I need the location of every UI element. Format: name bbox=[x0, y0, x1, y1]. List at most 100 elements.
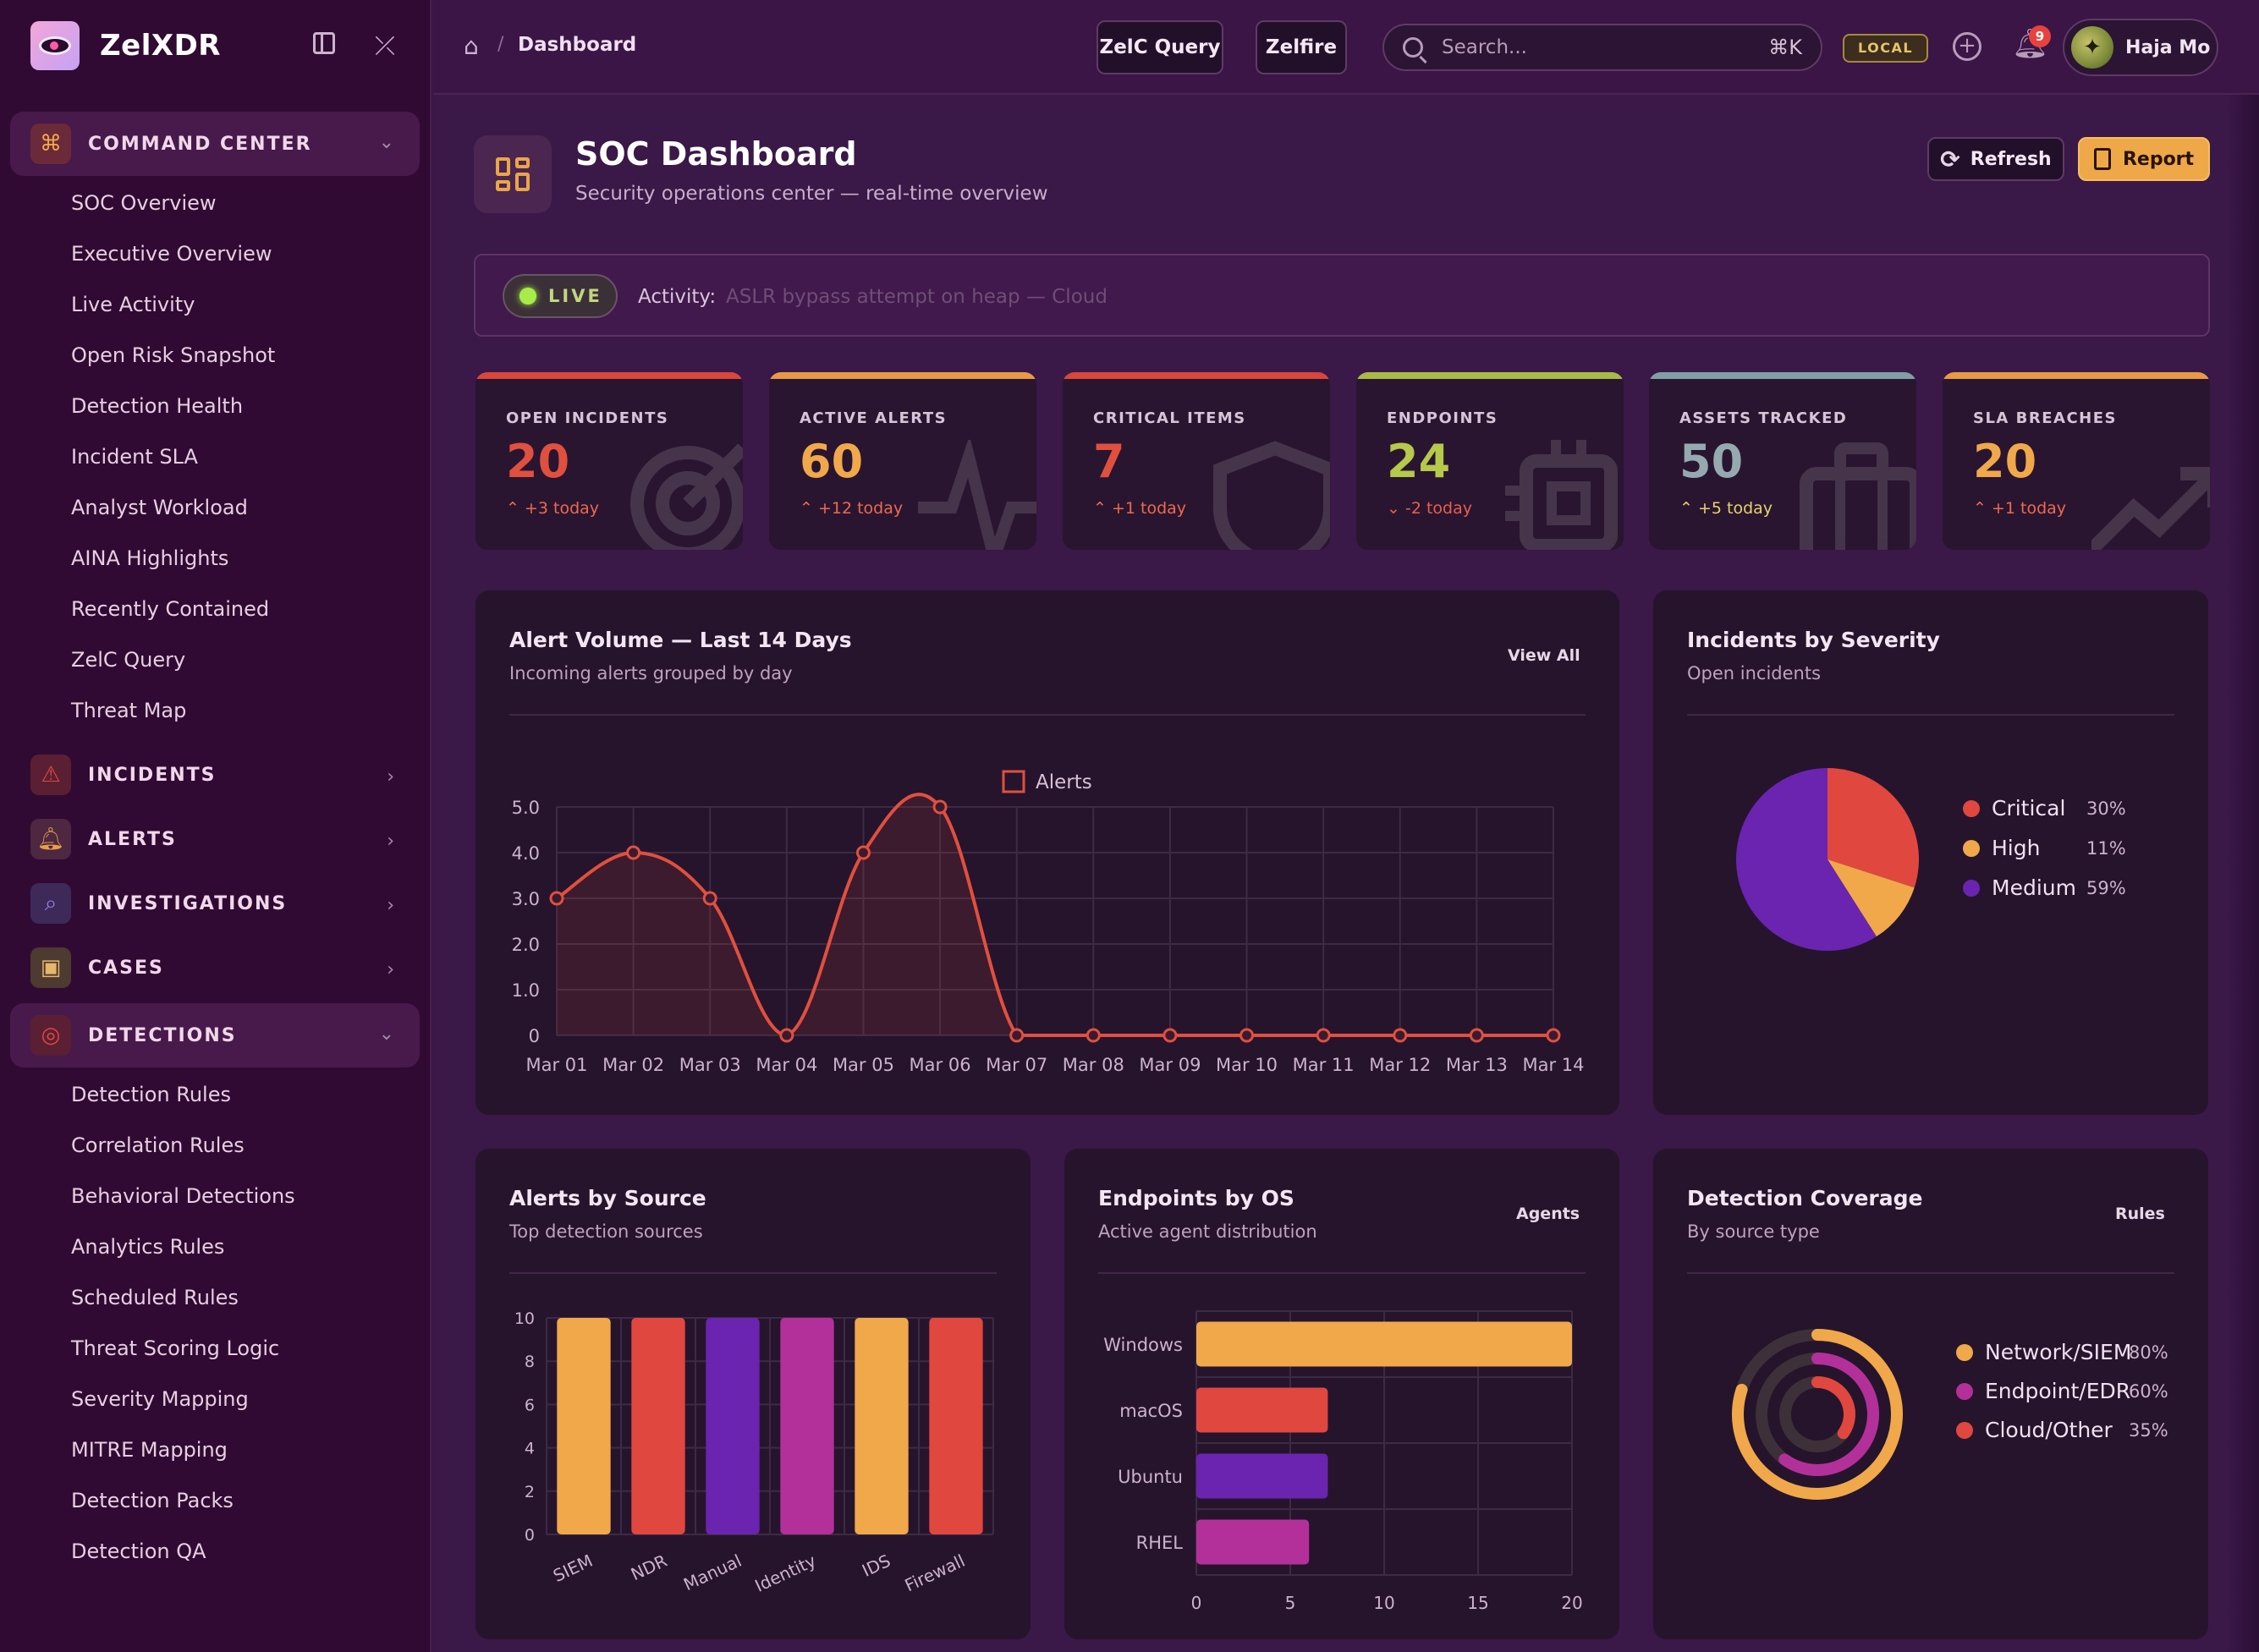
kpi-card-sla-breaches[interactable]: SLA BREACHES 20 ⌃ +1 today bbox=[1943, 372, 2210, 550]
data-point[interactable] bbox=[1316, 1028, 1331, 1043]
data-point[interactable] bbox=[1469, 1028, 1484, 1043]
legend-item-cloud-other[interactable]: Cloud/Other 35% bbox=[1956, 1418, 2168, 1442]
legend-item-high[interactable]: High 11% bbox=[1963, 836, 2126, 860]
x-tick-label: IDS bbox=[859, 1550, 893, 1581]
sidebar-toggle-icon[interactable] bbox=[310, 32, 338, 61]
sidebar-item-detection-qa[interactable]: Detection QA bbox=[71, 1539, 206, 1563]
sidebar-item-analyst-workload[interactable]: Analyst Workload bbox=[71, 496, 248, 519]
data-point[interactable] bbox=[1009, 1028, 1025, 1043]
kpi-card-assets-tracked[interactable]: ASSETS TRACKED 50 ⌃ +5 today bbox=[1649, 372, 1916, 550]
collapse-icon[interactable]: ⤫ bbox=[375, 31, 395, 61]
pie-slice-medium[interactable] bbox=[1736, 768, 1877, 951]
legend-percent: 30% bbox=[2086, 798, 2126, 819]
bar-ndr[interactable] bbox=[631, 1318, 685, 1534]
zelc-query-button[interactable]: ZelC Query bbox=[1097, 20, 1223, 74]
data-point[interactable] bbox=[779, 1028, 794, 1043]
legend-swatch[interactable] bbox=[1002, 770, 1025, 793]
sidebar-item-threat-map[interactable]: Threat Map bbox=[71, 699, 187, 722]
sidebar-section-cases[interactable]: ▣ CASES › bbox=[10, 939, 420, 996]
x-tick-label: 10 bbox=[1373, 1593, 1394, 1613]
bar-siem[interactable] bbox=[557, 1318, 611, 1534]
sidebar-item-recently-contained[interactable]: Recently Contained bbox=[71, 597, 270, 621]
pie-slice-critical[interactable] bbox=[1828, 768, 1919, 888]
sidebar-item-analytics-rules[interactable]: Analytics Rules bbox=[71, 1235, 225, 1259]
bar-manual[interactable] bbox=[706, 1318, 760, 1534]
sidebar-item-incident-sla[interactable]: Incident SLA bbox=[71, 445, 198, 469]
data-point[interactable] bbox=[1393, 1028, 1408, 1043]
data-point[interactable] bbox=[549, 891, 564, 906]
live-indicator-icon bbox=[519, 288, 536, 305]
scrollbar-track[interactable] bbox=[2227, 95, 2259, 1652]
kpi-accent-band bbox=[769, 372, 1036, 379]
legend-item-critical[interactable]: Critical 30% bbox=[1963, 796, 2126, 821]
sidebar-section-alerts[interactable]: 🔔︎ ALERTS › bbox=[10, 810, 420, 868]
data-point[interactable] bbox=[1086, 1028, 1101, 1043]
agents-link[interactable]: Agents bbox=[1516, 1205, 1580, 1223]
sidebar-item-detection-rules[interactable]: Detection Rules bbox=[71, 1083, 231, 1106]
user-name: Haja Mo bbox=[2125, 36, 2211, 58]
kpi-card-active-alerts[interactable]: ACTIVE ALERTS 60 ⌃ +12 today bbox=[769, 372, 1036, 550]
sidebar-item-zelc-query[interactable]: ZelC Query bbox=[71, 648, 186, 672]
kpi-card-open-incidents[interactable]: OPEN INCIDENTS 20 ⌃ +3 today bbox=[475, 372, 743, 550]
refresh-button[interactable]: ⟳ Refresh bbox=[1927, 137, 2064, 181]
report-button[interactable]: Report bbox=[2078, 137, 2210, 181]
radial-bar-cloud-other[interactable] bbox=[1811, 1376, 1855, 1440]
sidebar-item-soc-overview[interactable]: SOC Overview bbox=[71, 191, 217, 215]
radial-bar-network-siem[interactable] bbox=[1732, 1329, 1903, 1500]
sidebar-item-live-activity[interactable]: Live Activity bbox=[71, 293, 195, 316]
sidebar-item-executive-overview[interactable]: Executive Overview bbox=[71, 242, 272, 266]
legend-item-medium[interactable]: Medium 59% bbox=[1963, 875, 2126, 900]
chevron-down-icon: ⌄ bbox=[1387, 499, 1405, 518]
data-point[interactable] bbox=[1162, 1028, 1178, 1043]
brand[interactable]: ZelXDR bbox=[30, 20, 221, 71]
zelfire-button[interactable]: Zelfire bbox=[1256, 20, 1347, 74]
data-point[interactable] bbox=[1546, 1028, 1561, 1043]
sidebar-item-behavioral-detections[interactable]: Behavioral Detections bbox=[71, 1184, 295, 1208]
legend-label: High bbox=[1992, 836, 2041, 860]
legend-item-endpoint-edr[interactable]: Endpoint/EDR 60% bbox=[1956, 1379, 2168, 1403]
notification-count-badge: 9 bbox=[2029, 25, 2051, 47]
view-all-link[interactable]: View All bbox=[1508, 646, 1580, 665]
bar-firewall[interactable] bbox=[929, 1318, 983, 1534]
data-point[interactable] bbox=[932, 799, 948, 815]
sidebar-item-mitre-mapping[interactable]: MITRE Mapping bbox=[71, 1438, 228, 1462]
sidebar-item-detection-packs[interactable]: Detection Packs bbox=[71, 1489, 234, 1512]
user-menu[interactable]: ✦ Haja Mo bbox=[2063, 19, 2218, 76]
sidebar-section-command-center[interactable]: ⌘ COMMAND CENTER ⌄ bbox=[10, 112, 420, 176]
legend-item-network-siem[interactable]: Network/SIEM 80% bbox=[1956, 1340, 2168, 1364]
legend-label: Alerts bbox=[1036, 771, 1092, 793]
sidebar-item-detection-health[interactable]: Detection Health bbox=[71, 394, 244, 418]
data-point[interactable] bbox=[626, 845, 641, 860]
x-tick-label: Mar 08 bbox=[1063, 1055, 1124, 1075]
bar-rhel[interactable] bbox=[1196, 1519, 1310, 1565]
sidebar-section-detections[interactable]: ◎ DETECTIONS ⌄ bbox=[10, 1003, 420, 1067]
add-icon[interactable]: + bbox=[1953, 32, 1981, 61]
kpi-delta: ⌃ +1 today bbox=[1973, 499, 2066, 518]
search-input[interactable]: Search... ⌘K bbox=[1382, 24, 1822, 71]
sidebar-item-correlation-rules[interactable]: Correlation Rules bbox=[71, 1133, 245, 1157]
sidebar-item-open-risk-snapshot[interactable]: Open Risk Snapshot bbox=[71, 343, 276, 367]
sidebar-item-severity-mapping[interactable]: Severity Mapping bbox=[71, 1387, 249, 1411]
sidebar-item-aina-highlights[interactable]: AINA Highlights bbox=[71, 546, 229, 570]
bar-windows[interactable] bbox=[1196, 1321, 1572, 1367]
bar-ubuntu[interactable] bbox=[1196, 1453, 1328, 1499]
sidebar-section-investigations[interactable]: ⌕ INVESTIGATIONS › bbox=[10, 875, 420, 932]
bar-ids[interactable] bbox=[855, 1318, 909, 1534]
kpi-card-critical-items[interactable]: CRITICAL ITEMS 7 ⌃ +1 today bbox=[1063, 372, 1330, 550]
radial-bar-endpoint-edr[interactable] bbox=[1778, 1353, 1879, 1476]
sidebar-section-label: ALERTS bbox=[88, 828, 177, 850]
kpi-card-endpoints[interactable]: ENDPOINTS 24 ⌄ -2 today bbox=[1356, 372, 1624, 550]
pie-slice-high[interactable] bbox=[1828, 859, 1915, 937]
data-point[interactable] bbox=[702, 891, 717, 906]
chevron-up-icon: ⌃ bbox=[1679, 499, 1698, 518]
data-point[interactable] bbox=[855, 845, 871, 860]
legend-percent: 11% bbox=[2086, 837, 2126, 859]
bar-identity[interactable] bbox=[780, 1318, 834, 1534]
data-point[interactable] bbox=[1239, 1028, 1255, 1043]
sidebar-section-incidents[interactable]: ⚠ INCIDENTS › bbox=[10, 746, 420, 804]
sidebar-item-scheduled-rules[interactable]: Scheduled Rules bbox=[71, 1286, 239, 1309]
sidebar-item-threat-scoring-logic[interactable]: Threat Scoring Logic bbox=[71, 1336, 280, 1360]
bar-macos[interactable] bbox=[1196, 1387, 1328, 1433]
rules-link[interactable]: Rules bbox=[2115, 1205, 2165, 1223]
home-icon[interactable]: ⌂ bbox=[464, 32, 479, 60]
